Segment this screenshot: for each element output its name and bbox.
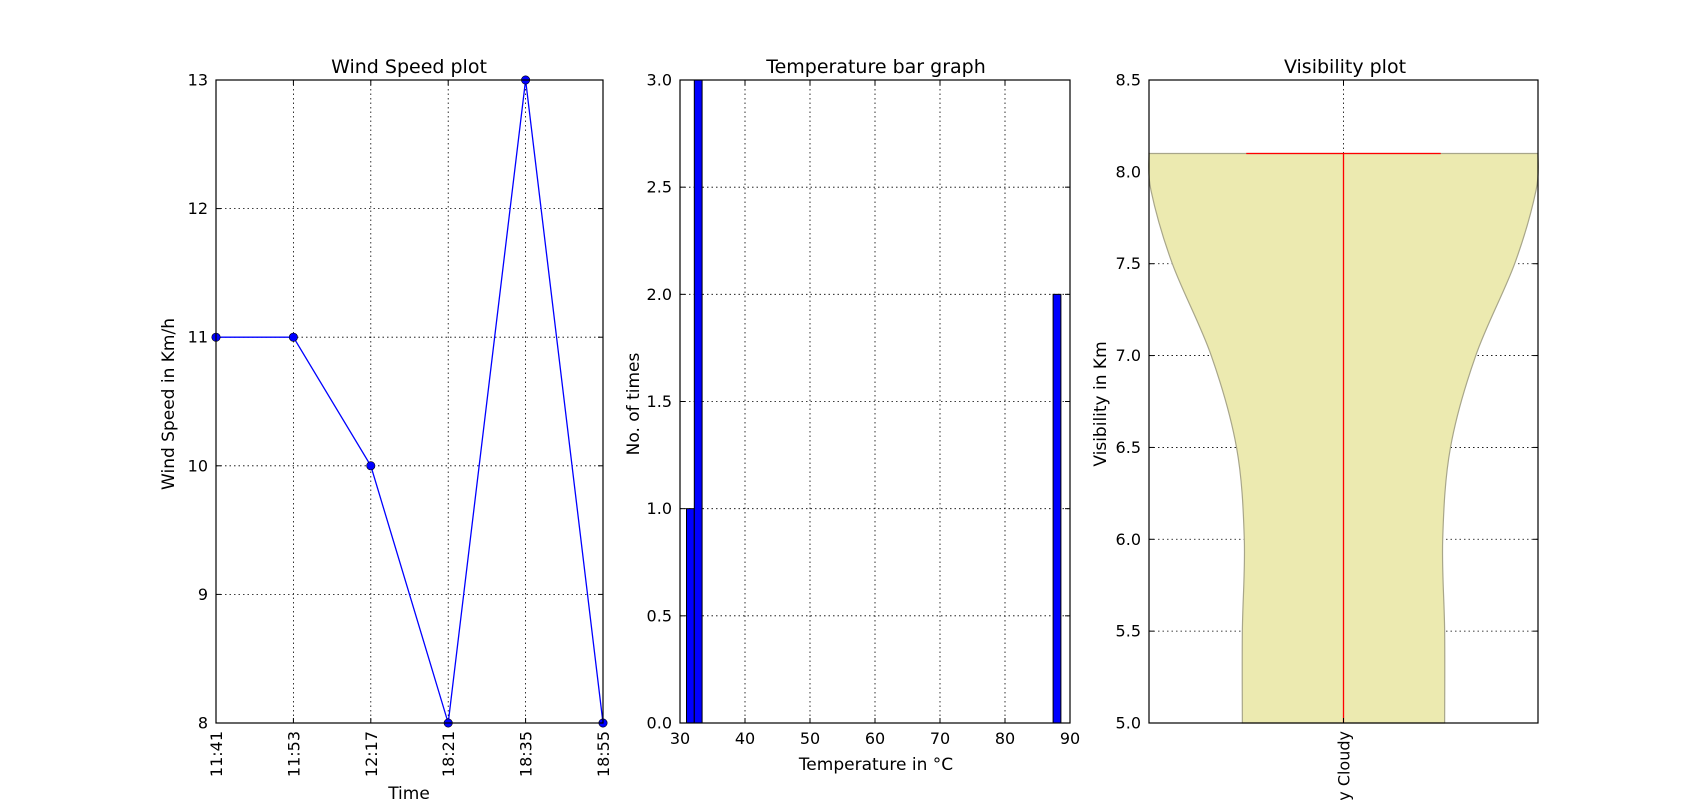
x-tick-label: 30 (670, 729, 690, 748)
x-tick-label: 18:35 (517, 731, 536, 777)
x-tick-label: 18:21 (439, 731, 458, 777)
temperature-chart: Temperature bar graph Temperature in °C … (624, 56, 1080, 775)
x-tick-label: 70 (930, 729, 950, 748)
y-tick-label: 11 (188, 328, 208, 347)
y-tick-label: 8.0 (1116, 162, 1141, 181)
y-tick-label: 1.0 (647, 499, 672, 518)
series-line (216, 79, 604, 724)
y-tick-label: 0.5 (647, 606, 672, 625)
y-tick-label: 2.5 (647, 178, 672, 197)
x-tick-label: 11:41 (207, 731, 226, 777)
data-point (288, 332, 298, 342)
y-axis-label: Wind Speed in Km/h (159, 318, 179, 490)
y-tick-label: 8.5 (1116, 71, 1141, 90)
x-tick-label: 40 (735, 729, 755, 748)
y-tick-label: 10 (188, 456, 208, 475)
y-tick-label: 6.0 (1116, 530, 1141, 549)
histogram-bar (693, 79, 703, 724)
y-tick-label: 9 (198, 585, 208, 604)
x-tick-label: 80 (995, 729, 1015, 748)
y-tick-label: 1.5 (647, 392, 672, 411)
y-tick-label: 12 (188, 199, 208, 218)
x-tick-label: 18:55 (594, 731, 613, 777)
plot-frame (1148, 79, 1539, 724)
chart-title: Visibility plot (1284, 56, 1406, 78)
wind-speed-chart: Wind Speed plot Time Wind Speed in Km/h … (159, 56, 613, 800)
y-axis-label: Visibility in Km (1091, 341, 1111, 466)
x-axis-label: Time (387, 784, 430, 800)
x-tick-label: y Cloudy (1335, 731, 1354, 800)
chart-title: Wind Speed plot (331, 56, 487, 78)
y-tick-label: 13 (188, 71, 208, 90)
x-axis-label: Temperature in °C (798, 755, 953, 775)
x-tick-label: 50 (800, 729, 820, 748)
y-tick-label: 6.5 (1116, 438, 1141, 457)
visibility-chart: Visibility plot Visibility in Km 5.0 5.5 6… (1091, 56, 1539, 800)
y-tick-label: 7.5 (1116, 254, 1141, 273)
y-tick-label: 5.5 (1116, 622, 1141, 641)
y-tick-label: 5.0 (1116, 714, 1141, 733)
x-tick-label: 11:53 (284, 731, 303, 777)
x-tick-label: 90 (1060, 729, 1080, 748)
x-tick-label: 12:17 (362, 731, 381, 777)
y-tick-label: 8 (198, 714, 208, 733)
y-tick-label: 7.0 (1116, 346, 1141, 365)
plot-frame (679, 79, 1071, 724)
y-tick-label: 2.0 (647, 285, 672, 304)
x-tick-label: 60 (865, 729, 885, 748)
plot-frame (215, 79, 604, 724)
y-axis-label: No. of times (624, 353, 644, 456)
y-tick-label: 0.0 (647, 714, 672, 733)
histogram-bar (686, 508, 695, 724)
histogram-bar (1052, 293, 1062, 724)
chart-title: Temperature bar graph (765, 56, 986, 78)
y-tick-label: 3.0 (647, 71, 672, 90)
data-point (366, 461, 376, 471)
